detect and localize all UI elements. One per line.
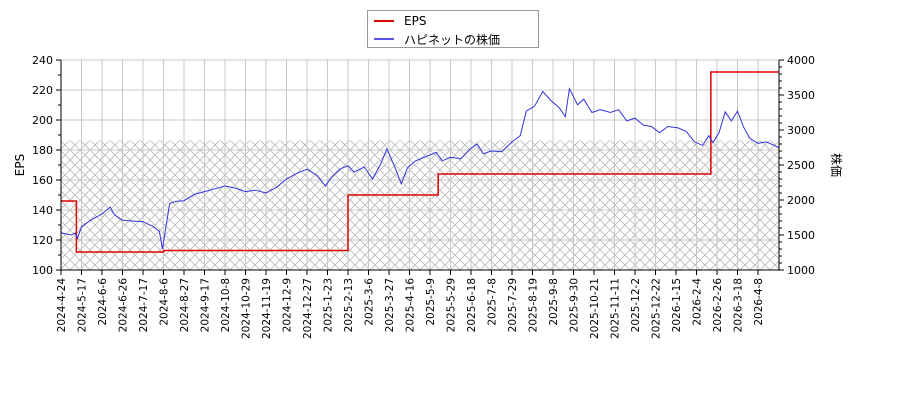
x-tick-label: 2025-3-27 [384, 278, 396, 332]
x-tick-label: 2025-2-13 [343, 278, 355, 332]
x-tick-label: 2024-10-29 [241, 278, 253, 339]
x-tick-label: 2024-10-8 [220, 278, 232, 332]
y-axis-title: EPS [13, 154, 27, 176]
x-tick-label: 2024-8-27 [179, 278, 191, 332]
plot-series [60, 71, 779, 253]
y2-tick-label: 1500 [787, 229, 815, 242]
x-tick-label: 2024-11-19 [261, 278, 273, 339]
x-tick-label: 2025-7-29 [507, 278, 519, 332]
x-tick-label: 2024-4-24 [56, 278, 68, 333]
x-tick-label: 2026-4-8 [753, 278, 765, 326]
stock-price-line [60, 87, 779, 250]
legend-item-price: ハピネットの株価 [374, 31, 500, 47]
y2-tick-label: 2000 [787, 194, 815, 207]
x-tick-label: 2025-9-8 [548, 278, 560, 326]
y2-tick-label: 2500 [787, 159, 815, 172]
x-tick-label: 2025-12-2 [630, 278, 642, 332]
x-tick-label: 2024-5-17 [77, 278, 89, 332]
legend-swatch-eps [374, 20, 394, 22]
y2-axis-title: 株価 [829, 153, 844, 177]
x-tick-label: 2026-1-15 [671, 278, 683, 332]
legend-item-eps: EPS [374, 13, 426, 29]
x-tick-label: 2025-5-9 [425, 278, 437, 326]
x-tick-label: 2026-2-4 [692, 278, 704, 326]
legend-swatch-price [374, 38, 394, 40]
axes: 100 120 140 160 180 200 220 240 1000 1500 2000 2500… [32, 54, 815, 339]
y2-tick-label: 3000 [787, 124, 815, 137]
y-tick-label: 220 [32, 84, 53, 97]
x-tick-label: 2025-8-19 [528, 278, 540, 332]
x-tick-label: 2025-12-22 [651, 278, 663, 339]
y2-tick-label: 1000 [787, 264, 815, 277]
legend: EPS ハピネットの株価 [367, 10, 539, 48]
y2-tick-label: 4000 [787, 54, 815, 67]
x-tick-label: 2026-2-26 [712, 278, 724, 333]
x-tick-label: 2025-10-21 [589, 278, 601, 339]
y-tick-label: 240 [32, 54, 53, 67]
x-tick-label: 2024-7-17 [138, 278, 150, 332]
x-tick-label: 2024-6-6 [97, 278, 109, 326]
y-tick-label: 200 [32, 114, 53, 127]
legend-label-price: ハピネットの株価 [404, 32, 501, 47]
x-tick-label: 2025-3-6 [364, 278, 376, 326]
x-tick-label: 2025-11-11 [610, 278, 622, 339]
x-tick-label: 2025-1-23 [323, 278, 335, 332]
x-tick-label: 2025-9-30 [569, 278, 581, 332]
x-tick-label: 2025-4-16 [405, 278, 417, 333]
x-tick-label: 2024-6-26 [118, 278, 130, 333]
hatched-band [61, 140, 779, 270]
x-tick-label: 2024-12-27 [302, 278, 314, 339]
y-tick-label: 100 [32, 264, 53, 277]
x-tick-label: 2026-3-18 [733, 278, 745, 332]
x-tick-label: 2025-7-8 [487, 278, 499, 326]
legend-label-eps: EPS [404, 14, 427, 28]
x-tick-label: 2024-12-9 [282, 278, 294, 332]
y-tick-label: 120 [32, 234, 53, 247]
y-tick-label: 140 [32, 204, 53, 217]
x-tick-label: 2024-8-6 [159, 278, 171, 326]
x-tick-label: 2025-6-18 [466, 278, 478, 332]
x-tick-label: 2024-9-17 [200, 278, 212, 332]
y-tick-label: 160 [32, 174, 53, 187]
x-tick-label: 2025-5-29 [446, 278, 458, 332]
y-tick-label: 180 [32, 144, 53, 157]
y2-tick-label: 3500 [787, 89, 815, 102]
